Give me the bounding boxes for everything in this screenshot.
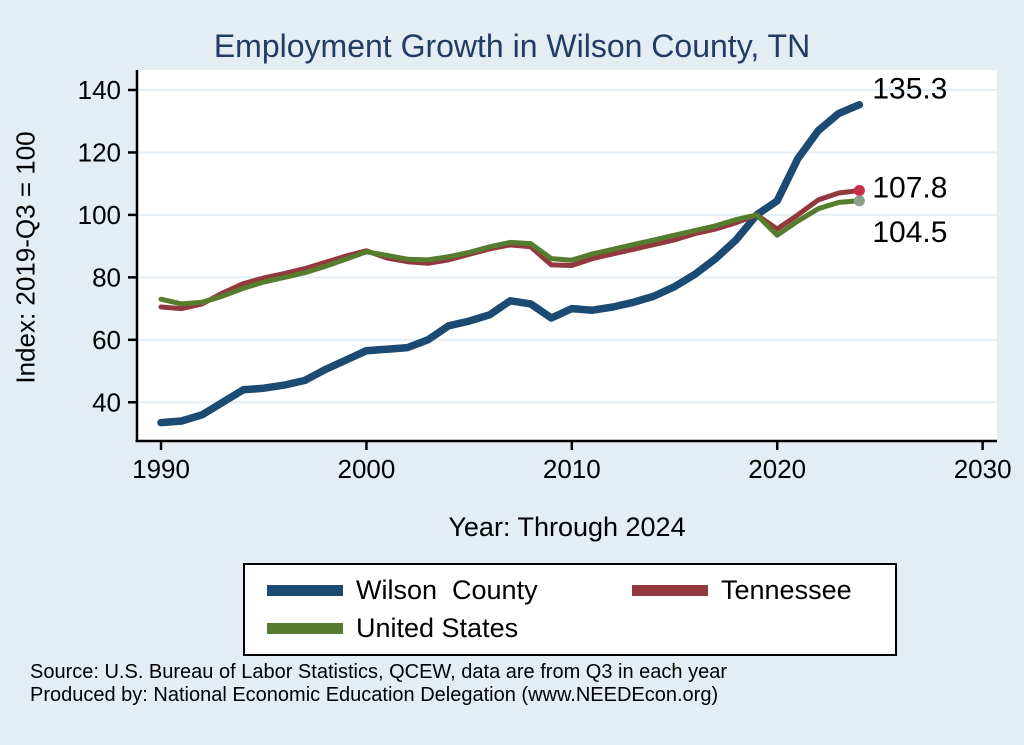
x-tick-label: 1990 <box>132 454 190 484</box>
legend-label: Wilson County <box>356 575 538 606</box>
chart-title: Employment Growth in Wilson County, TN <box>213 28 811 64</box>
united-states-line-swatch <box>267 622 343 634</box>
legend-row: Wilson County Tennessee <box>245 575 895 606</box>
legend-row: United States <box>245 613 895 644</box>
series-end-value-label: 107.8 <box>872 172 947 205</box>
x-axis-label: Year: Through 2024 <box>448 512 686 542</box>
series-end-dot <box>853 195 865 207</box>
tennessee-line-swatch <box>632 585 708 597</box>
y-tick-label: 140 <box>78 75 121 105</box>
legend: Wilson County Tennessee United States <box>243 563 897 656</box>
series-line-united-states <box>158 198 862 307</box>
y-tick-label: 40 <box>92 387 121 417</box>
y-tick-label: 80 <box>92 262 121 292</box>
wilson-county-line-swatch <box>267 585 343 597</box>
source-line-1: Source: U.S. Bureau of Labor Statistics,… <box>30 661 727 683</box>
x-tick-label: 2000 <box>338 454 396 484</box>
y-tick-label: 120 <box>78 137 121 167</box>
series-end-dot <box>853 185 865 197</box>
legend-label: United States <box>356 612 519 643</box>
x-tick-label: 2010 <box>543 454 601 484</box>
x-tick-label: 2030 <box>954 454 1012 484</box>
legend-label: Tennessee <box>721 575 852 606</box>
series-end-value-label: 135.3 <box>872 73 947 106</box>
x-tick-label: 2020 <box>748 454 806 484</box>
y-axis-label: Index: 2019-Q3 = 100 <box>10 131 41 384</box>
legend-item-united-states: United States <box>267 613 632 644</box>
source-note: Source: U.S. Bureau of Labor Statistics,… <box>30 661 727 707</box>
legend-item-wilson-county: Wilson County <box>267 575 632 606</box>
plot-background <box>137 70 997 441</box>
y-tick-label: 100 <box>78 200 121 230</box>
source-line-2: Produced by: National Economic Education… <box>30 684 719 706</box>
legend-item-tennessee: Tennessee <box>632 575 852 606</box>
series-end-value-label: 104.5 <box>872 216 947 249</box>
y-tick-label: 60 <box>92 325 121 355</box>
series-line-wilson-county <box>157 100 864 427</box>
